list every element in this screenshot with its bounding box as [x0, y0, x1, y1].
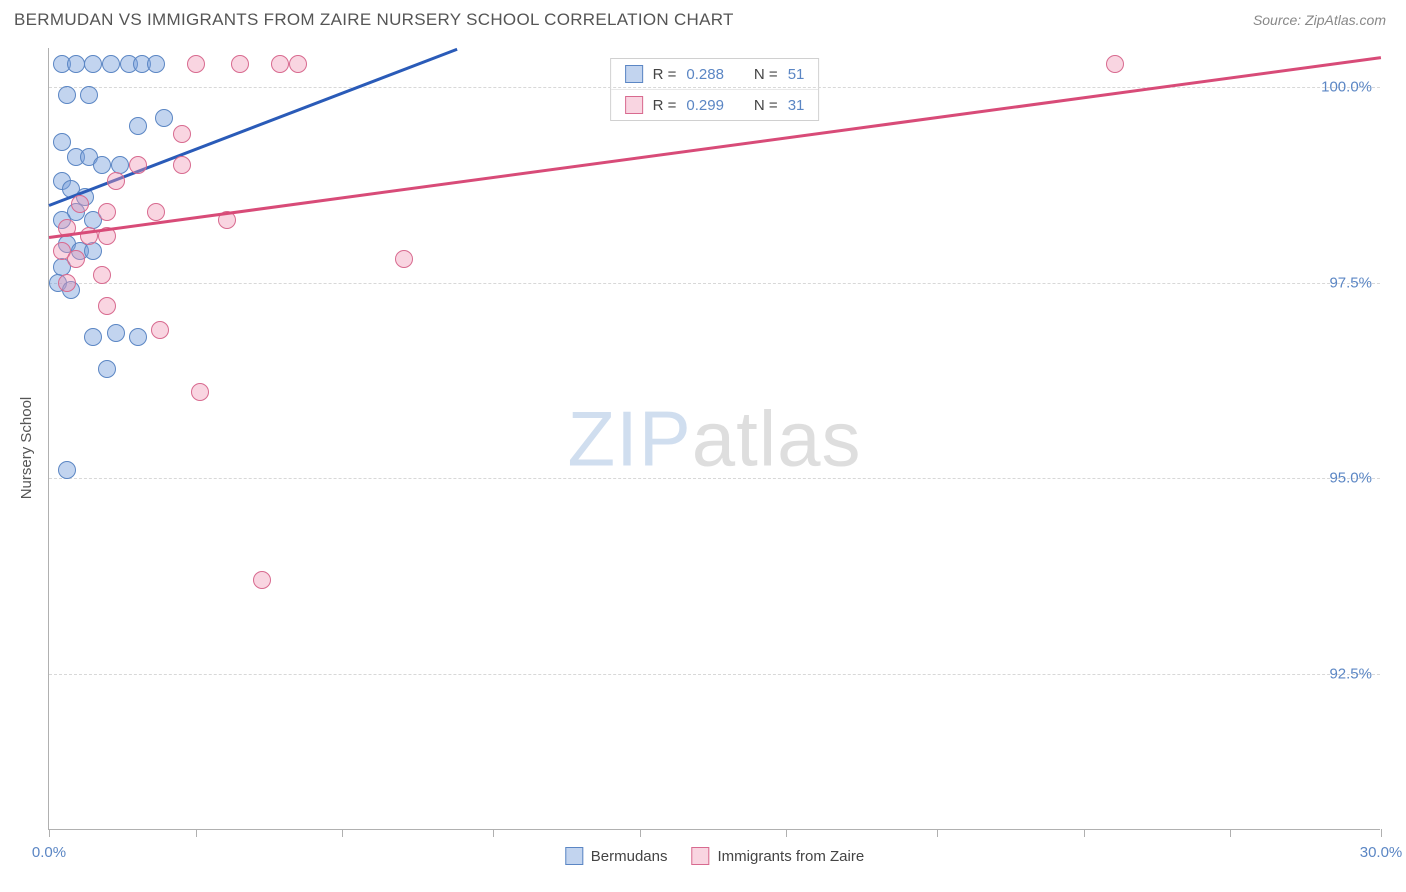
scatter-point [67, 55, 85, 73]
legend-item-zaire: Immigrants from Zaire [692, 847, 865, 865]
scatter-point [58, 274, 76, 292]
scatter-point [58, 461, 76, 479]
chart-title: BERMUDAN VS IMMIGRANTS FROM ZAIRE NURSER… [14, 10, 734, 30]
scatter-point [80, 86, 98, 104]
x-tick-label: 0.0% [32, 844, 66, 861]
stats-row-zaire: R = 0.299 N = 31 [611, 90, 819, 120]
x-tick [49, 829, 50, 837]
chart-header: BERMUDAN VS IMMIGRANTS FROM ZAIRE NURSER… [0, 0, 1406, 38]
watermark-zip: ZIP [567, 394, 691, 482]
scatter-point [107, 324, 125, 342]
scatter-point [98, 297, 116, 315]
scatter-point [173, 125, 191, 143]
legend-label-zaire: Immigrants from Zaire [718, 848, 865, 865]
x-tick [1381, 829, 1382, 837]
scatter-point [151, 321, 169, 339]
scatter-point [173, 156, 191, 174]
scatter-point [93, 156, 111, 174]
scatter-point [84, 55, 102, 73]
scatter-point [84, 328, 102, 346]
scatter-point [84, 242, 102, 260]
scatter-point [129, 156, 147, 174]
swatch-zaire [625, 96, 643, 114]
r-value-zaire: 0.299 [686, 97, 724, 114]
x-tick [640, 829, 641, 837]
swatch-bermudans [625, 65, 643, 83]
scatter-point [271, 55, 289, 73]
n-value-zaire: 31 [788, 97, 805, 114]
scatter-point [71, 195, 89, 213]
plot-area: ZIPatlas R = 0.288 N = 51 R = 0.299 N = … [48, 48, 1380, 830]
swatch-zaire-bottom [692, 847, 710, 865]
n-label: N = [754, 66, 778, 83]
grid-line [49, 87, 1380, 88]
chart-container: Nursery School ZIPatlas R = 0.288 N = 51… [0, 38, 1406, 888]
scatter-point [395, 250, 413, 268]
scatter-point [231, 55, 249, 73]
x-tick [937, 829, 938, 837]
source-attribution: Source: ZipAtlas.com [1253, 12, 1386, 28]
r-value-bermudans: 0.288 [686, 66, 724, 83]
scatter-point [147, 203, 165, 221]
scatter-point [93, 266, 111, 284]
grid-line [49, 674, 1380, 675]
x-tick [196, 829, 197, 837]
scatter-point [155, 109, 173, 127]
grid-line [49, 478, 1380, 479]
legend-label-bermudans: Bermudans [591, 848, 668, 865]
swatch-bermudans-bottom [565, 847, 583, 865]
x-tick [1230, 829, 1231, 837]
grid-line [49, 283, 1380, 284]
x-tick [342, 829, 343, 837]
y-tick-label: 100.0% [1321, 79, 1372, 96]
scatter-point [67, 250, 85, 268]
scatter-point [1106, 55, 1124, 73]
scatter-point [129, 117, 147, 135]
n-value-bermudans: 51 [788, 66, 805, 83]
x-tick-label: 30.0% [1360, 844, 1403, 861]
scatter-point [102, 55, 120, 73]
scatter-point [147, 55, 165, 73]
scatter-point [98, 203, 116, 221]
scatter-point [289, 55, 307, 73]
scatter-point [253, 571, 271, 589]
scatter-point [58, 86, 76, 104]
scatter-point [98, 360, 116, 378]
y-tick-label: 97.5% [1329, 274, 1372, 291]
x-tick [1084, 829, 1085, 837]
y-axis-label: Nursery School [18, 397, 35, 500]
scatter-point [129, 328, 147, 346]
stats-row-bermudans: R = 0.288 N = 51 [611, 59, 819, 90]
r-label: R = [653, 97, 677, 114]
scatter-point [107, 172, 125, 190]
stats-legend: R = 0.288 N = 51 R = 0.299 N = 31 [610, 58, 820, 121]
legend-item-bermudans: Bermudans [565, 847, 668, 865]
series-legend: Bermudans Immigrants from Zaire [565, 847, 864, 865]
y-tick-label: 95.0% [1329, 470, 1372, 487]
scatter-point [191, 383, 209, 401]
x-tick [786, 829, 787, 837]
x-tick [493, 829, 494, 837]
watermark: ZIPatlas [567, 393, 861, 484]
n-label: N = [754, 97, 778, 114]
scatter-point [187, 55, 205, 73]
watermark-atlas: atlas [692, 394, 862, 482]
scatter-point [53, 133, 71, 151]
y-tick-label: 92.5% [1329, 665, 1372, 682]
r-label: R = [653, 66, 677, 83]
